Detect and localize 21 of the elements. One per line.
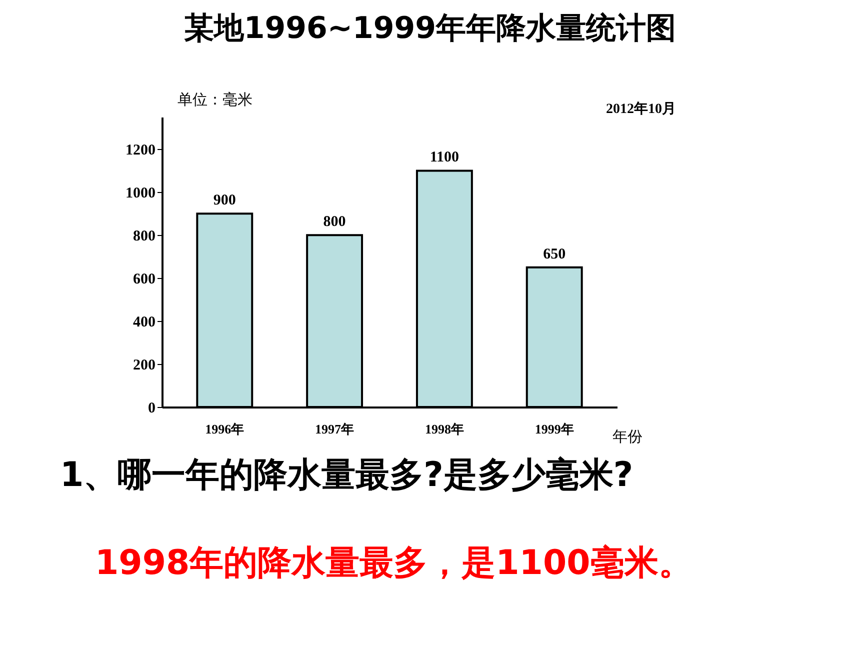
data-label: 800	[323, 214, 346, 230]
text: 2012年10月	[606, 100, 676, 118]
x-tick-label: 1996年	[205, 422, 244, 436]
y-tick-label: 600	[133, 272, 156, 288]
x-tick-label: 1997年	[315, 422, 354, 436]
text: 1、哪一年的降水量最多?是多少毫米?	[60, 454, 634, 497]
y-tick-label: 800	[133, 228, 156, 245]
y-tick-label: 0	[148, 400, 156, 416]
data-label: 1100	[430, 150, 460, 166]
chart-title: 某地1996~1999年年降水量统计图	[182, 10, 678, 48]
data-label: 650	[543, 246, 566, 262]
y-tick-label: 1000	[126, 186, 156, 202]
x-axis-title: 年份	[612, 428, 642, 446]
y-tick-label: 400	[133, 314, 156, 331]
y-tick-label: 200	[133, 358, 156, 374]
data-label: 900	[213, 192, 236, 209]
text: 1998年的降水量最多，是1100毫米。	[95, 542, 692, 585]
x-tick-label: 1999年	[534, 422, 574, 436]
x-tick-label: 1998年	[424, 422, 464, 436]
y-axis-title: 单位：毫米	[178, 90, 252, 108]
y-tick-label: 1200	[126, 142, 156, 159]
